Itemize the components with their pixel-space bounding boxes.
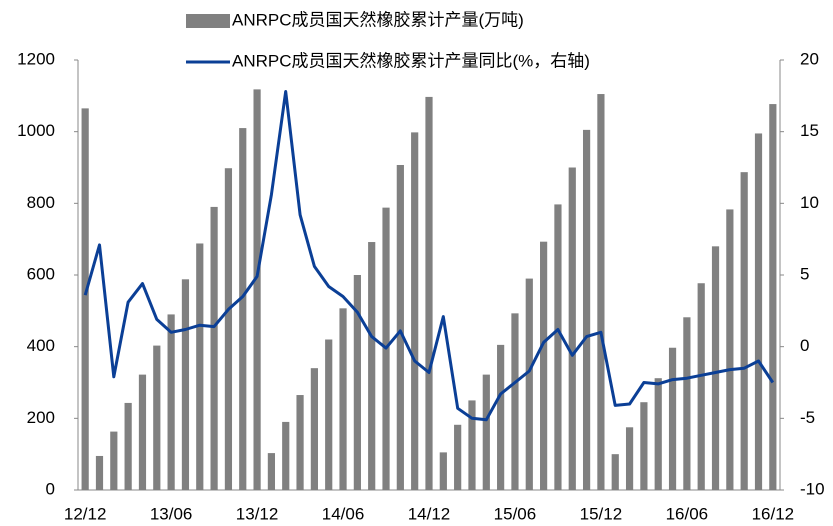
y-tick-label: 1000 bbox=[17, 121, 55, 140]
bar bbox=[181, 279, 190, 490]
bar bbox=[224, 168, 233, 490]
bar bbox=[396, 164, 404, 490]
y2-tick-label: 0 bbox=[800, 336, 809, 355]
x-tick-label: 16/06 bbox=[666, 504, 709, 523]
bar bbox=[754, 133, 763, 491]
bar bbox=[769, 104, 777, 490]
bar bbox=[540, 241, 548, 490]
x-tick-label: 12/12 bbox=[64, 504, 107, 523]
bar bbox=[597, 94, 605, 491]
bar bbox=[124, 402, 132, 490]
bar bbox=[411, 132, 419, 490]
y-tick-label: 1200 bbox=[17, 49, 55, 68]
bar bbox=[368, 242, 376, 490]
bar bbox=[210, 206, 218, 490]
legend-label: ANRPC成员国天然橡胶累计产量同比(%，右轴) bbox=[232, 51, 590, 70]
x-tick-label: 16/12 bbox=[752, 504, 795, 523]
line bbox=[83, 90, 775, 422]
y2-tick-label: 15 bbox=[800, 121, 819, 140]
legend-swatch bbox=[186, 14, 230, 28]
bar bbox=[110, 431, 118, 490]
y-tick-label: 200 bbox=[27, 408, 55, 427]
y2-tick-label: 10 bbox=[800, 193, 819, 212]
bar bbox=[740, 172, 748, 491]
bar bbox=[353, 275, 361, 490]
bar bbox=[282, 421, 290, 490]
bar bbox=[325, 339, 333, 490]
bar bbox=[654, 378, 662, 490]
y2-tick-label: -10 bbox=[800, 479, 825, 498]
bar bbox=[296, 395, 304, 490]
bar bbox=[95, 455, 104, 490]
bar bbox=[611, 454, 619, 490]
bar bbox=[468, 400, 476, 490]
bar bbox=[697, 283, 705, 490]
bar bbox=[253, 89, 261, 490]
bar bbox=[568, 167, 576, 490]
bar bbox=[138, 374, 147, 490]
bar bbox=[625, 427, 634, 490]
y-tick-label: 600 bbox=[27, 264, 55, 283]
bar bbox=[711, 246, 720, 490]
bar bbox=[497, 344, 505, 490]
bar bbox=[167, 314, 175, 490]
bar bbox=[425, 96, 433, 491]
bar bbox=[511, 313, 519, 490]
y-tick-label: 0 bbox=[46, 479, 55, 498]
x-tick-label: 13/06 bbox=[150, 504, 193, 523]
bar bbox=[525, 278, 533, 490]
y2-tick-label: 20 bbox=[800, 49, 819, 68]
bar bbox=[239, 128, 247, 491]
y-tick-label: 400 bbox=[27, 336, 55, 355]
x-tick-label: 15/12 bbox=[580, 504, 623, 523]
bar bbox=[454, 424, 462, 490]
bar bbox=[582, 129, 591, 490]
bar bbox=[310, 368, 318, 490]
legend-label: ANRPC成员国天然橡胶累计产量(万吨) bbox=[232, 10, 524, 29]
bar bbox=[439, 452, 447, 490]
y2-tick-label: -5 bbox=[800, 408, 815, 427]
bar bbox=[339, 308, 347, 490]
bar bbox=[81, 108, 89, 490]
bar bbox=[482, 374, 490, 490]
bar bbox=[640, 402, 648, 490]
x-tick-label: 15/06 bbox=[494, 504, 537, 523]
bar bbox=[267, 453, 276, 490]
bar bbox=[726, 209, 734, 491]
y-tick-label: 800 bbox=[27, 193, 55, 212]
bar bbox=[153, 345, 161, 490]
bar bbox=[668, 347, 677, 490]
bar bbox=[683, 317, 691, 490]
x-tick-label: 14/12 bbox=[408, 504, 451, 523]
y2-tick-label: 5 bbox=[800, 264, 809, 283]
bar bbox=[196, 243, 204, 490]
x-tick-label: 14/06 bbox=[322, 504, 365, 523]
bar bbox=[554, 204, 562, 491]
x-tick-label: 13/12 bbox=[236, 504, 279, 523]
